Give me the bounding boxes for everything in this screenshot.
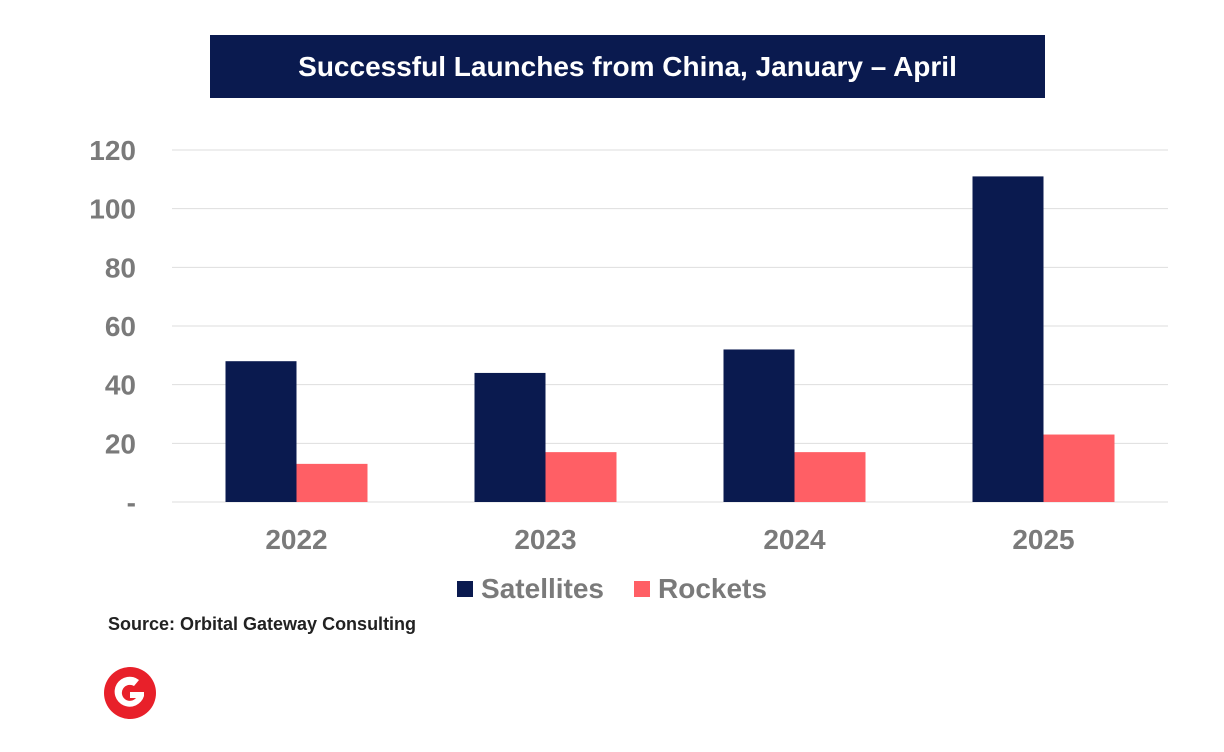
legend-item-rockets: Rockets xyxy=(634,573,767,605)
x-tick-label-2024: 2024 xyxy=(763,524,826,555)
y-tick-label-80: 80 xyxy=(105,252,136,283)
x-tick-label-2025: 2025 xyxy=(1012,524,1074,555)
y-tick-label-0: - xyxy=(127,487,136,518)
y-tick-label-40: 40 xyxy=(105,370,136,401)
legend-swatch-satellites xyxy=(457,581,474,597)
legend-swatch-rockets xyxy=(634,581,650,597)
x-tick-label-2023: 2023 xyxy=(514,524,576,555)
y-tick-label-100: 100 xyxy=(89,194,136,225)
orbital-gateway-g-logo-icon xyxy=(104,667,156,719)
y-tick-label-60: 60 xyxy=(105,311,136,342)
bar-satellites-2025 xyxy=(972,176,1044,502)
bar-rockets-2022 xyxy=(296,463,368,502)
bar-satellites-2022 xyxy=(225,361,297,502)
legend-item-satellites: Satellites xyxy=(457,573,604,605)
bar-satellites-2024 xyxy=(723,349,795,502)
source-note: Source: Orbital Gateway Consulting xyxy=(108,614,417,634)
legend-label-satellites: Satellites xyxy=(481,573,604,604)
x-tick-label-2022: 2022 xyxy=(265,524,327,555)
bar-satellites-2023 xyxy=(474,372,546,502)
chart-title-banner: Successful Launches from China, January … xyxy=(210,35,1045,98)
bar-rockets-2025 xyxy=(1043,434,1115,502)
chart-legend: Satellites Rockets xyxy=(0,570,1224,608)
bar-rockets-2023 xyxy=(545,452,617,502)
y-tick-label-20: 20 xyxy=(105,428,136,459)
chart-title: Successful Launches from China, January … xyxy=(298,50,957,82)
y-tick-label-120: 120 xyxy=(89,135,136,166)
bar-rockets-2024 xyxy=(794,452,866,502)
legend-label-rockets: Rockets xyxy=(658,573,767,604)
